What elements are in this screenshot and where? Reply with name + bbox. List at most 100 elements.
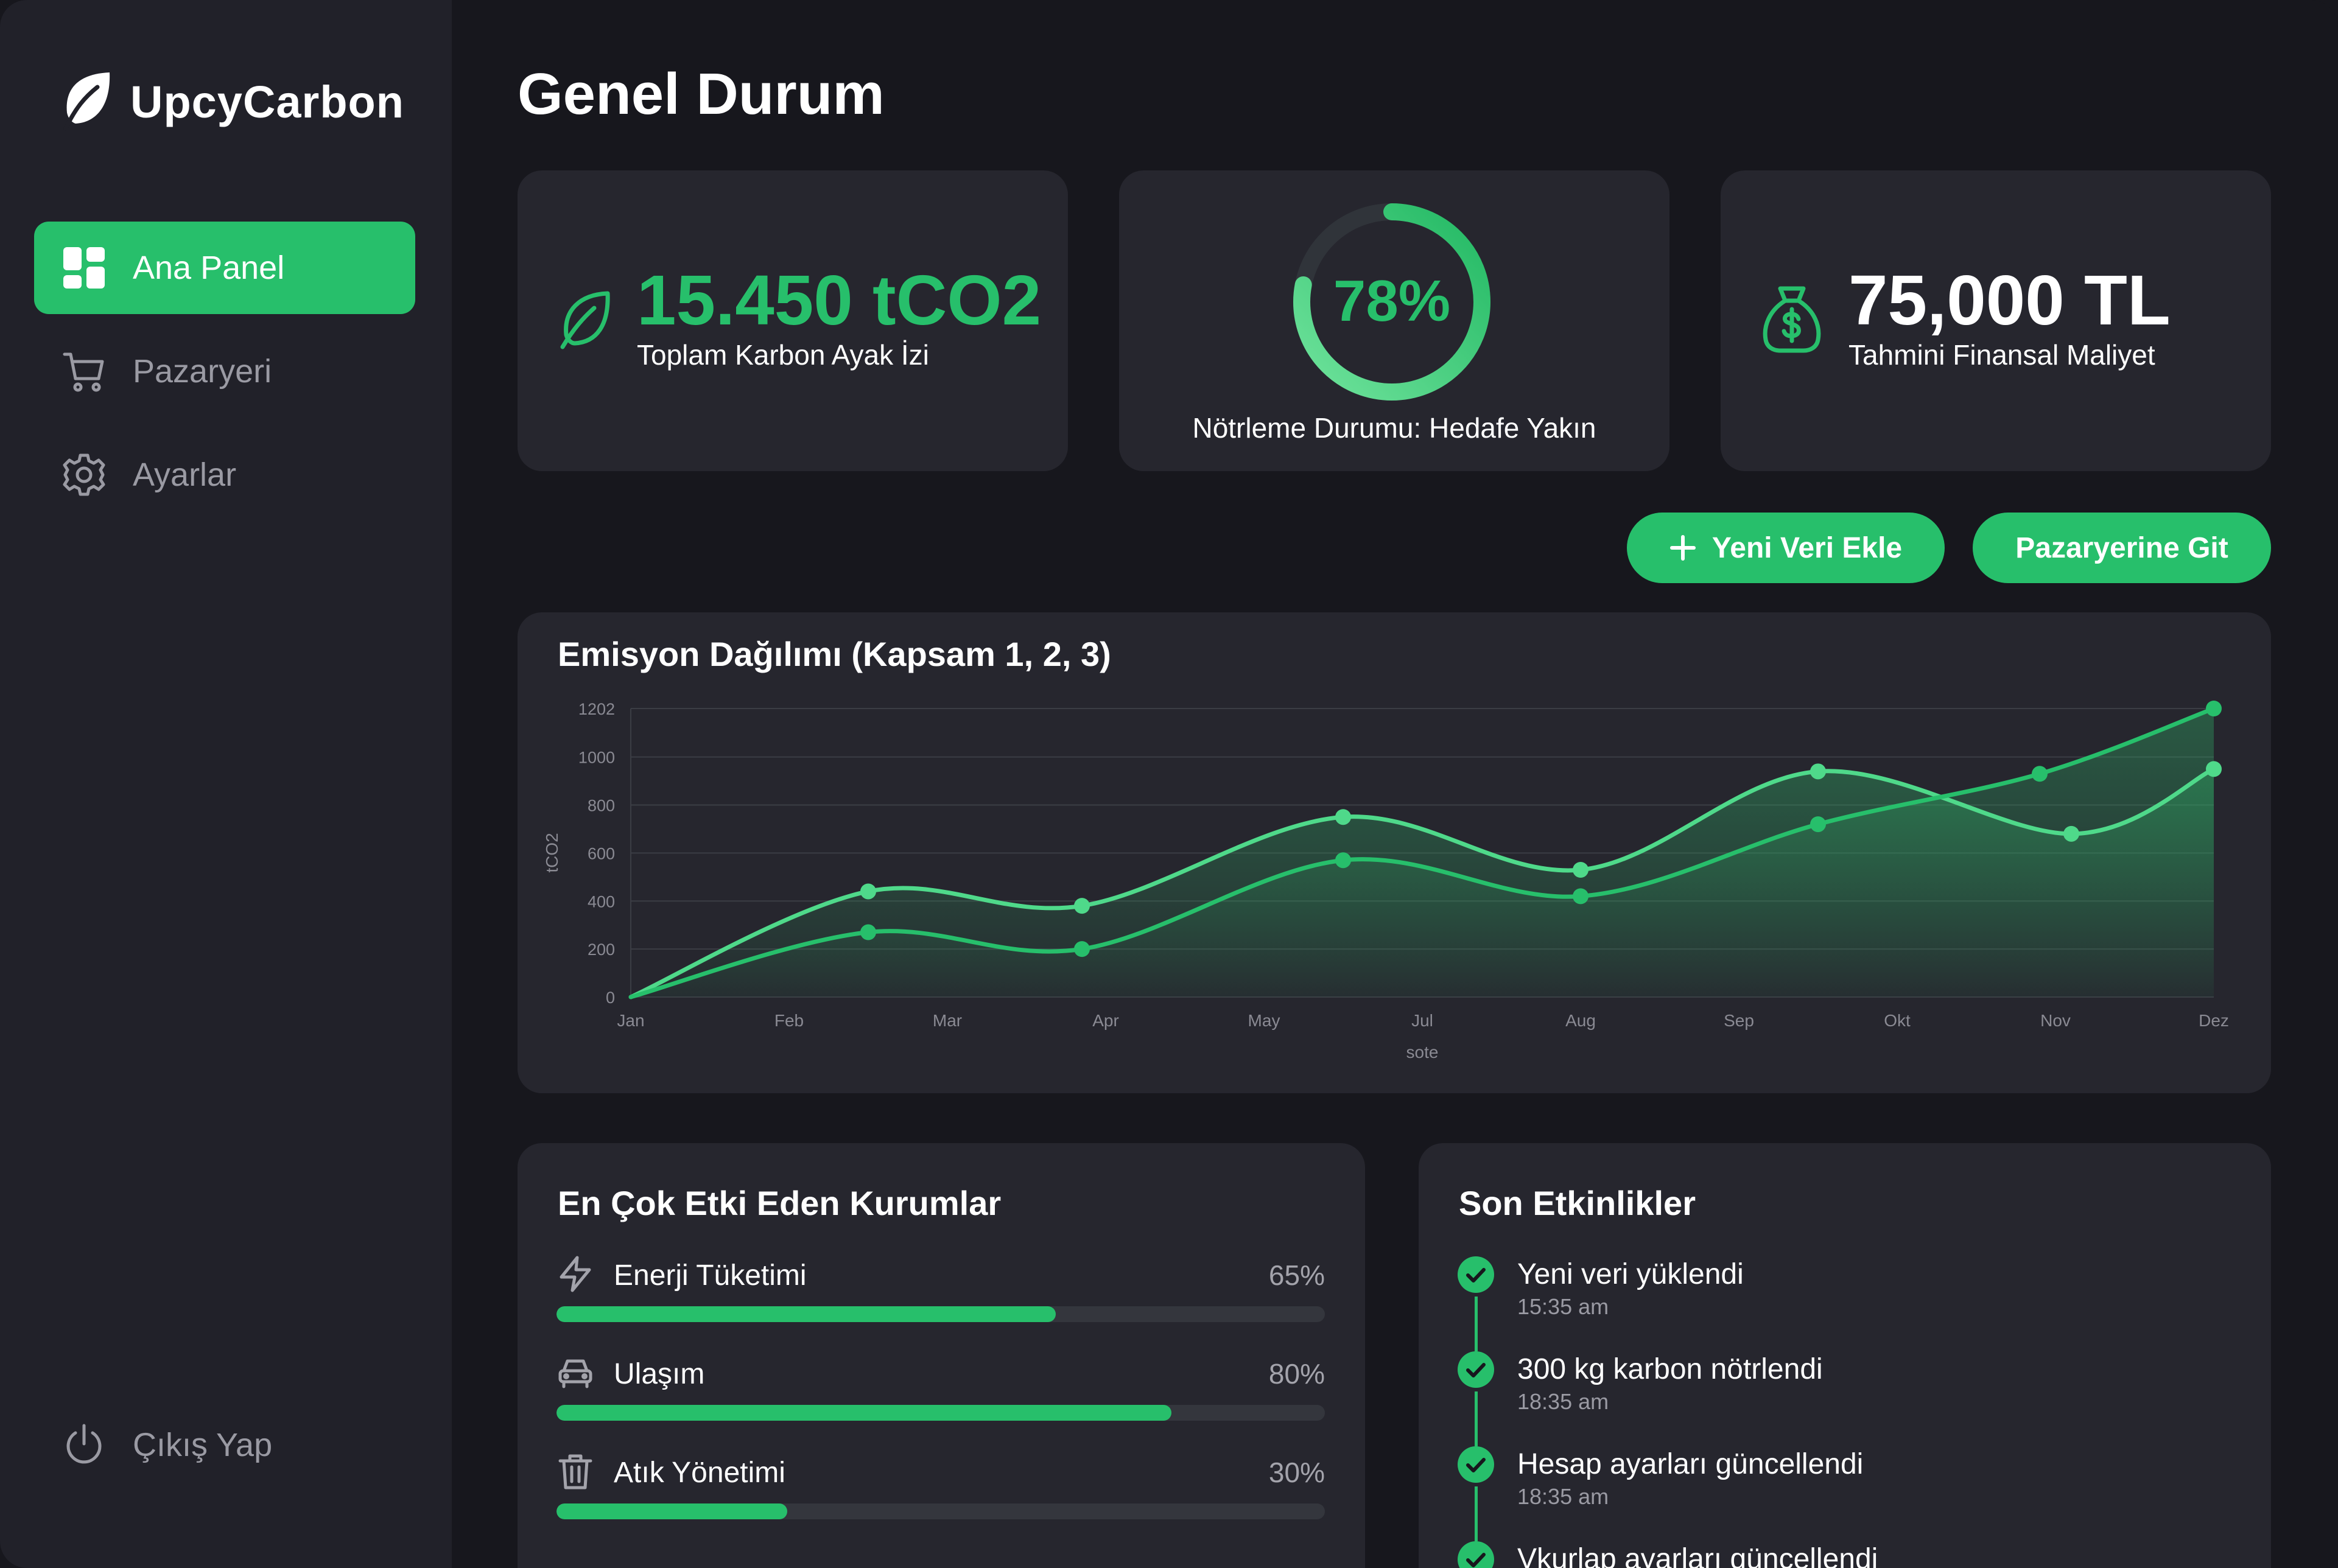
- app-name: UpcyCarbon: [130, 77, 404, 127]
- contributor-label: Enerji Tüketimi: [614, 1259, 807, 1292]
- top-contributors-card: En Çok Etki Eden Kurumlar Enerji Tüketim…: [518, 1143, 1365, 1568]
- activity-item[interactable]: Hesap ayarları güncellendi 18:35 am: [1458, 1446, 2188, 1541]
- x-axis-label: sote: [1406, 1043, 1439, 1062]
- data-point: [2206, 701, 2222, 716]
- check-icon: [1458, 1541, 1494, 1568]
- sidebar-item-label: Ayarlar: [133, 457, 237, 493]
- go-to-market-label: Pazaryerine Git: [2015, 531, 2228, 564]
- activity-title: 300 kg karbon nötrlendi: [1517, 1353, 1823, 1385]
- kpi-card-cost: 75,000 TL Tahmini Finansal Maliyet: [1721, 170, 2271, 471]
- add-data-button[interactable]: Yeni Veri Ekle: [1627, 513, 1945, 583]
- check-icon: [1458, 1256, 1494, 1293]
- timeline-connector: [1475, 1391, 1478, 1446]
- sidebar: UpcyCarbon Ana Panel Paza: [0, 0, 452, 1568]
- activity-time: 18:35 am: [1517, 1389, 1609, 1414]
- series-line-2: [628, 706, 2216, 999]
- kpi-card-neutralization: 78% Nötrleme Durumu: Hedafe Yakın: [1119, 170, 1669, 471]
- data-point: [1335, 852, 1351, 869]
- activity-time: 18:35 am: [1517, 1484, 1609, 1509]
- activity-title: Yeni veri yüklendi: [1517, 1258, 1744, 1290]
- emissions-chart-card: Emisyon Dağılımı (Kapsam 1, 2, 3) 0 200 40…: [518, 612, 2271, 1093]
- data-point: [2206, 761, 2222, 777]
- y-tick-label: 200: [588, 940, 615, 959]
- contributor-percent: 30%: [1268, 1457, 1325, 1488]
- page-title: Genel Durum: [518, 61, 885, 127]
- sidebar-item-ana-panel[interactable]: Ana Panel: [34, 222, 415, 314]
- logout-label: Çıkış Yap: [133, 1427, 273, 1463]
- progress-fill: [556, 1503, 787, 1519]
- x-tick-label: Jul: [1411, 1011, 1433, 1030]
- go-to-market-button[interactable]: Pazaryerine Git: [1973, 513, 2271, 583]
- data-point: [1074, 898, 1090, 914]
- logo[interactable]: UpcyCarbon: [61, 70, 404, 134]
- money-bag-icon: [1758, 284, 1825, 354]
- contributor-row-transport: Ulaşım 80%: [556, 1354, 1325, 1433]
- activity-time: 15:35 am: [1517, 1294, 1609, 1319]
- dashboard-icon: [62, 246, 106, 290]
- check-icon: [1458, 1351, 1494, 1388]
- contributor-label: Atık Yönetimi: [614, 1457, 785, 1489]
- leaf-logo-icon: [61, 70, 113, 134]
- timeline-connector: [1475, 1486, 1478, 1541]
- plus-icon: [1669, 534, 1696, 561]
- recent-activities-card: Son Etkinlikler Yeni veri yüklendi 15:35…: [1419, 1143, 2271, 1568]
- x-tick-label: Nov: [2040, 1011, 2071, 1030]
- emissions-chart: 0 200 400 600 800 1000 1202 Jan Feb Mar Apr May Jul A…: [542, 700, 2229, 1062]
- data-point: [1810, 816, 1826, 833]
- progress-track: [556, 1503, 1325, 1519]
- power-icon: [62, 1423, 106, 1467]
- x-tick-label: Dez: [2199, 1011, 2229, 1030]
- progress-fill: [556, 1405, 1171, 1421]
- sidebar-item-label: Pazaryeri: [133, 353, 272, 390]
- y-axis-label: tCO2: [542, 833, 561, 872]
- y-tick-label: 800: [588, 797, 615, 815]
- sidebar-item-ayarlar[interactable]: Ayarlar: [34, 429, 415, 521]
- activity-item[interactable]: Vkurlap ayarları güncellendi: [1458, 1541, 2188, 1568]
- check-icon: [1458, 1446, 1494, 1483]
- data-point: [2063, 825, 2079, 842]
- leaf-icon: [558, 290, 613, 351]
- neutral-percent: 78%: [1333, 268, 1451, 334]
- activity-item[interactable]: Yeni veri yüklendi 15:35 am: [1458, 1256, 2188, 1351]
- contributor-row-waste: Atık Yönetimi 30%: [556, 1452, 1325, 1531]
- chart-title: Emisyon Dağılımı (Kapsam 1, 2, 3): [558, 635, 1111, 673]
- lightning-icon: [556, 1255, 594, 1293]
- y-tick-label: 600: [588, 844, 615, 863]
- data-point: [1335, 809, 1351, 825]
- contributor-label: Ulaşım: [614, 1358, 705, 1390]
- kpi-card-footprint: 15.450 tCO2 Toplam Karbon Ayak İzi: [518, 170, 1068, 471]
- x-tick-label: Aug: [1565, 1011, 1596, 1030]
- cost-label: Tahmini Finansal Maliyet: [1848, 339, 2155, 371]
- x-tick-label: Apr: [1092, 1011, 1119, 1030]
- x-tick-label: Sep: [1724, 1011, 1754, 1030]
- neutral-label: Nötrleme Durumu: Hedafe Yakın: [1192, 412, 1596, 444]
- y-tick-label: 0: [606, 989, 615, 1007]
- y-tick-label: 1000: [578, 749, 615, 767]
- activity-title: Hesap ayarları güncellendi: [1517, 1448, 1864, 1480]
- trash-icon: [556, 1452, 594, 1490]
- add-data-label: Yeni Veri Ekle: [1711, 531, 1903, 564]
- contributor-row-energy: Enerji Tüketimi 65%: [556, 1255, 1325, 1334]
- x-tick-label: Mar: [933, 1011, 962, 1030]
- activity-title: Vkurlap ayarları güncellendi: [1517, 1543, 1878, 1568]
- y-tick-label: 400: [588, 892, 615, 911]
- x-tick-label: May: [1248, 1011, 1280, 1030]
- timeline-connector: [1475, 1297, 1478, 1351]
- cart-icon: [62, 349, 106, 393]
- y-tick-label: 1202: [578, 700, 615, 718]
- footprint-value: 15.450 tCO2: [637, 261, 1042, 340]
- sidebar-item-pazaryeri[interactable]: Pazaryeri: [34, 325, 415, 418]
- sidebar-item-label: Ana Panel: [133, 250, 285, 286]
- activity-item[interactable]: 300 kg karbon nötrlendi 18:35 am: [1458, 1351, 2188, 1446]
- data-point: [1573, 888, 1589, 905]
- progress-track: [556, 1405, 1325, 1421]
- x-tick-label: Jan: [617, 1011, 644, 1030]
- data-point: [1573, 861, 1589, 878]
- x-tick-label: Feb: [774, 1011, 804, 1030]
- contributor-percent: 80%: [1268, 1358, 1325, 1390]
- series-line-1: [628, 766, 2216, 999]
- series-area-2: [631, 709, 2214, 997]
- data-point: [860, 883, 876, 900]
- logout-button[interactable]: Çıkış Yap: [34, 1399, 415, 1491]
